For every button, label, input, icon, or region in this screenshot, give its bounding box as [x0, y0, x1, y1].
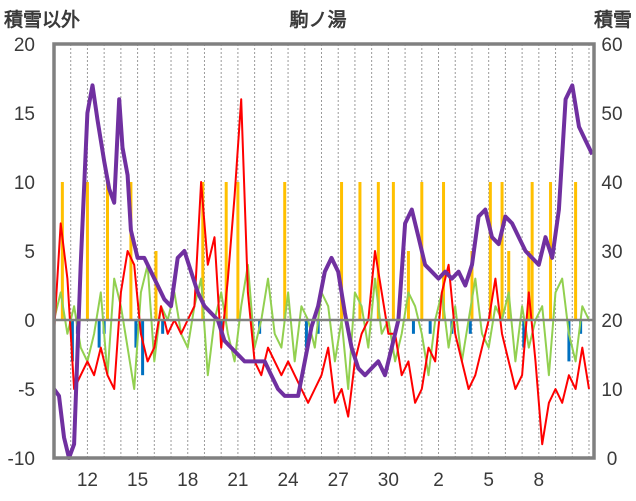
snow-depth-line: [52, 83, 595, 460]
snowfall-bar: [60, 182, 64, 320]
snowfall-bar: [224, 182, 228, 320]
right-tick-label: 30: [601, 242, 622, 263]
negative-bar: [411, 320, 415, 334]
snowfall-bar: [201, 182, 205, 320]
left-tick-label: 10: [14, 173, 35, 194]
x-tick-label: 27: [328, 470, 349, 491]
snowfall-bar: [340, 182, 344, 320]
snowfall-bars: [60, 182, 583, 376]
x-tick-label: 30: [378, 470, 399, 491]
snowfall-bar: [574, 182, 578, 320]
left-tick-label: -10: [8, 449, 35, 470]
negative-bar: [70, 320, 74, 362]
negative-bar: [134, 320, 138, 348]
negative-bar: [428, 320, 432, 334]
chart-title: 駒ノ湯: [289, 8, 346, 31]
negative-bar: [141, 320, 145, 376]
right-tick-label: 10: [601, 380, 622, 401]
right-tick-label: 40: [601, 173, 622, 194]
snowfall-bar: [85, 182, 89, 320]
temperature-line: [53, 98, 590, 446]
snowfall-bar: [376, 182, 380, 320]
negative-bar: [522, 320, 526, 348]
snowfall-bar: [530, 182, 534, 320]
right-tick-label: 50: [601, 104, 622, 125]
negative-bar: [468, 320, 472, 334]
snowfall-bar: [129, 182, 133, 320]
negative-bar: [161, 320, 165, 334]
x-tick-label: 15: [127, 470, 148, 491]
snowfall-bar: [391, 182, 395, 320]
x-tick-label: 5: [483, 470, 494, 491]
negative-bar: [567, 320, 571, 362]
right-axis-label: 積雪: [594, 8, 632, 31]
snowfall-bar: [507, 251, 511, 320]
x-tick-label: 12: [77, 470, 98, 491]
plot-background: [54, 44, 594, 458]
snowfall-bar: [358, 182, 362, 320]
snowfall-bar: [105, 182, 109, 320]
negative-bar: [97, 320, 101, 348]
x-tick-label: 24: [277, 470, 299, 491]
plot-border: [52, 42, 596, 460]
right-tick-label: 20: [601, 311, 622, 332]
left-tick-label: 15: [14, 104, 35, 125]
plot-area: [54, 44, 594, 458]
negative-bar: [304, 320, 308, 348]
snowfall-bar: [470, 251, 474, 320]
snowfall-bar: [442, 182, 446, 320]
snowfall-bar: [283, 182, 287, 320]
right-tick-label: 0: [607, 449, 618, 470]
x-tick-label: 18: [177, 470, 198, 491]
x-tick-label: 2: [433, 470, 444, 491]
left-tick-label: 0: [24, 311, 35, 332]
left-tick-label: 20: [14, 35, 35, 56]
snowfall-bar: [500, 182, 504, 320]
snowfall-bar: [527, 251, 531, 320]
left-axis-label: 積雪以外: [4, 8, 80, 31]
snowfall-bar: [488, 182, 492, 320]
left-tick-label: 5: [24, 242, 35, 263]
right-tick-label: 60: [601, 35, 622, 56]
x-tick-label: 21: [227, 470, 248, 491]
left-tick-label: -5: [18, 380, 35, 401]
snowfall-bar: [236, 182, 240, 320]
x-tick-label: 8: [534, 470, 545, 491]
series-lines: [52, 83, 595, 460]
snowfall-bar: [406, 251, 410, 320]
